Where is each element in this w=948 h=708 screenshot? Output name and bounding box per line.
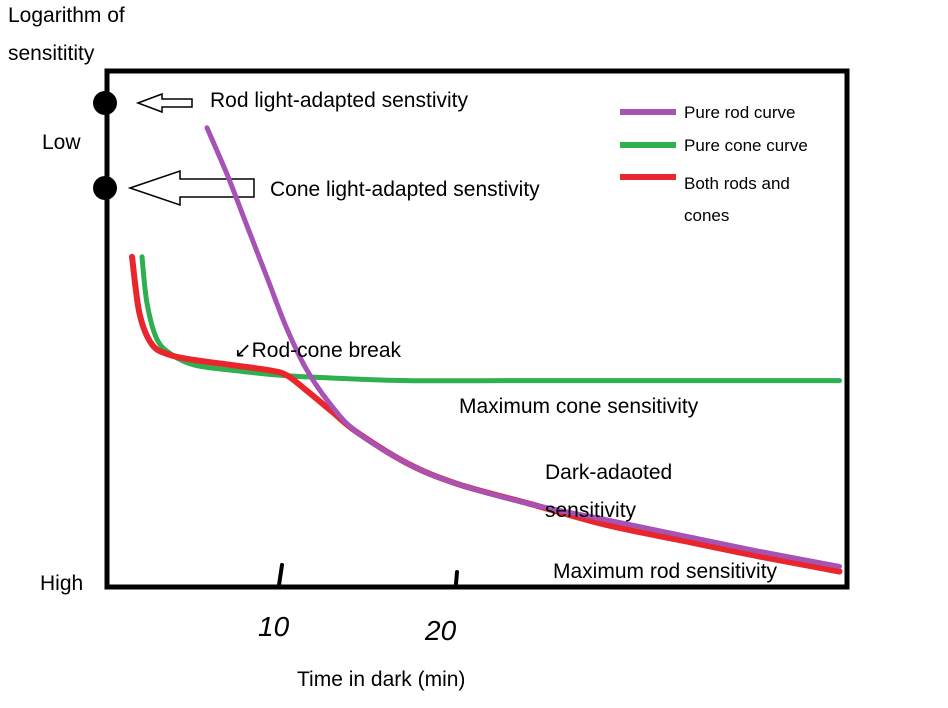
y-scale-high-label: High [40,572,83,595]
cone-light-adapted-marker [93,176,117,200]
y-scale-low-label: Low [42,131,81,154]
cone-arrow-icon [127,169,255,207]
legend-label-both-line2: cones [684,206,729,225]
legend-label-both-line1: Both rods and [684,174,790,193]
x-tick-label-20: 20 [424,615,457,646]
cone-light-adapted-label: Cone light-adapted senstivity [270,178,540,201]
rod-light-adapted-label: Rod light-adapted senstivity [210,89,468,112]
x-tick-10 [277,563,284,587]
series-line-both [129,253,843,575]
legend-label-cone: Pure cone curve [684,136,808,155]
max-rod-annotation: Maximum rod sensitivity [553,560,778,583]
dark-adapted-annotation-line2: sensitivity [545,499,637,522]
max-cone-annotation: Maximum cone sensitivity [459,395,699,418]
series-line-cone [139,254,842,384]
y-axis-label-line2: sensititity [8,42,95,65]
rod-arrow-icon [135,92,193,114]
x-tick-20 [454,570,459,586]
dark-adapted-annotation-line1: Dark-adaoted [545,461,672,484]
plot-frame [104,68,850,590]
rod-cone-break-annotation: ↙Rod-cone break [234,339,402,362]
legend-label-rod: Pure rod curve [684,103,796,122]
rod-light-adapted-marker [93,91,117,115]
y-axis-label-line1: Logarithm of [8,4,125,27]
x-axis-label: Time in dark (min) [297,668,465,691]
series-line-rod [204,125,842,569]
x-tick-label-10: 10 [258,611,290,642]
series-layer [129,125,843,575]
legend: Pure rod curve Pure cone curve Both rods… [620,103,808,225]
